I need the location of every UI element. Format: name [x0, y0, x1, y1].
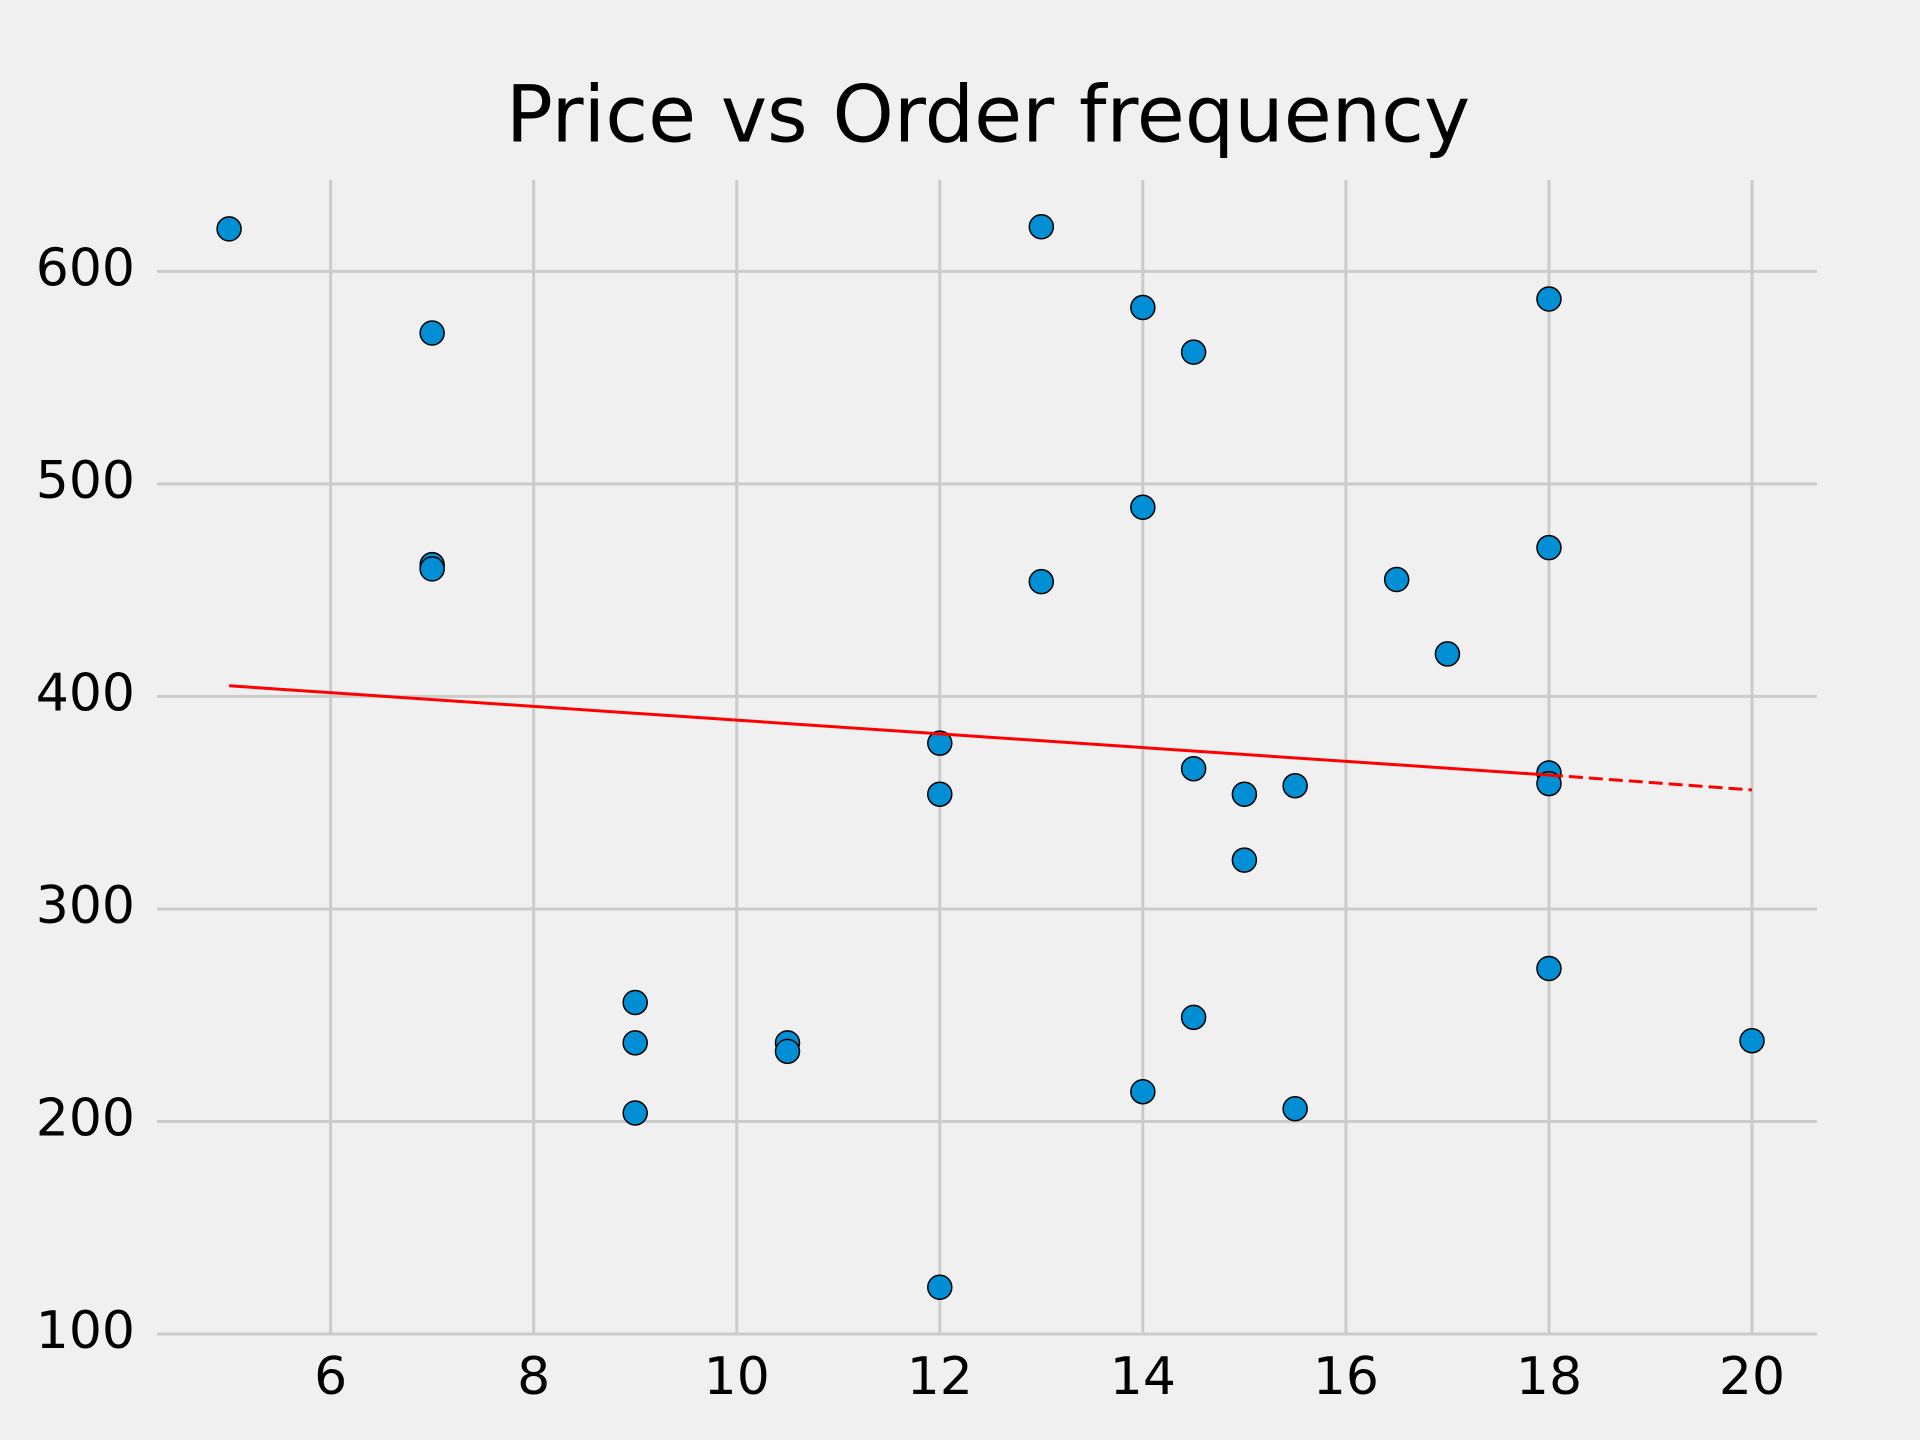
point: [1536, 286, 1562, 312]
point: [1130, 294, 1156, 321]
y-tick-label: 200: [36, 1088, 135, 1148]
point: [1282, 1095, 1308, 1122]
point: [1536, 955, 1562, 982]
point: [1739, 1027, 1765, 1054]
x-tick-label: 20: [1719, 1347, 1785, 1407]
point: [1231, 781, 1258, 807]
point: [622, 1030, 648, 1056]
y-tick-label: 400: [36, 663, 135, 723]
point: [1231, 847, 1258, 873]
y-tick-label: 600: [36, 238, 135, 298]
point: [1383, 566, 1410, 593]
trend-line: [228, 684, 1550, 777]
point: [1282, 772, 1308, 799]
x-tick-label: 16: [1313, 1347, 1379, 1407]
point: [1180, 755, 1207, 782]
x-tick-label: 18: [1516, 1347, 1582, 1407]
x-tick-label: 10: [704, 1347, 770, 1407]
point: [419, 320, 445, 346]
x-tick-label: 8: [517, 1347, 550, 1407]
point: [1028, 568, 1055, 595]
y-tick-label: 300: [36, 876, 135, 936]
point: [927, 730, 953, 756]
point: [1130, 494, 1156, 521]
x-tick-label: 6: [314, 1347, 347, 1407]
point: [216, 216, 242, 242]
point: [1434, 641, 1461, 667]
point: [622, 1100, 648, 1126]
point: [1536, 534, 1562, 561]
point: [419, 556, 445, 582]
x-tick-label: 14: [1110, 1347, 1176, 1407]
point: [927, 781, 953, 807]
y-tick-label: 500: [36, 451, 135, 511]
point: [1028, 214, 1055, 240]
point: [1180, 339, 1207, 365]
y-tick-label: 100: [36, 1301, 135, 1361]
point: [774, 1038, 801, 1065]
point: [1180, 1004, 1207, 1031]
point: [1130, 1078, 1156, 1105]
x-tick-label: 12: [907, 1347, 973, 1407]
point: [622, 989, 648, 1016]
trend-extension: [1548, 773, 1753, 792]
point: [927, 1274, 953, 1300]
chart-title: Price vs Order frequency: [506, 70, 1470, 160]
point: [1536, 770, 1562, 797]
